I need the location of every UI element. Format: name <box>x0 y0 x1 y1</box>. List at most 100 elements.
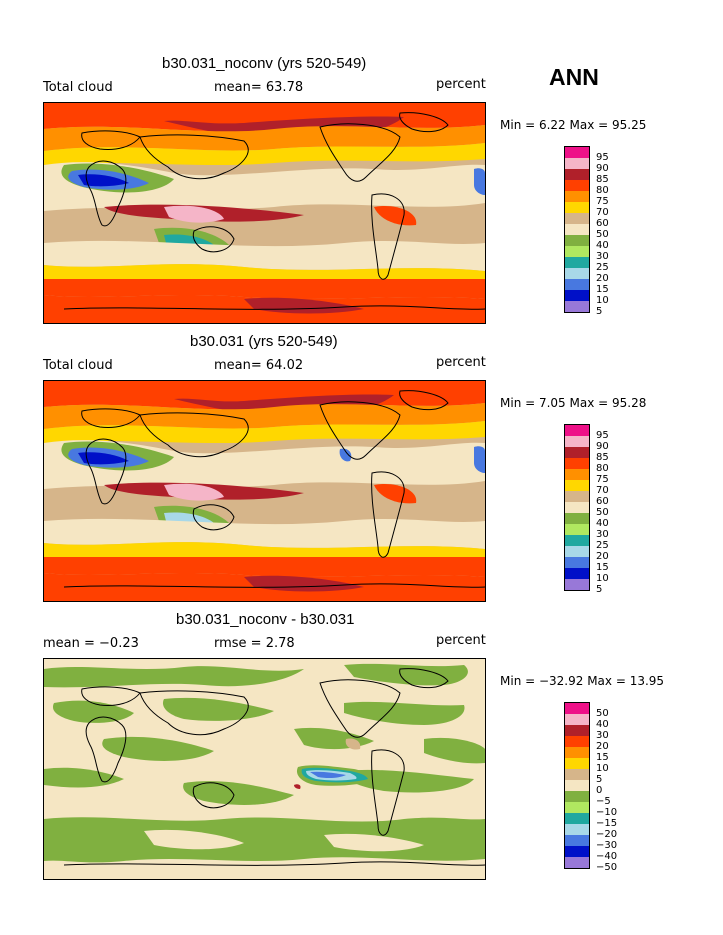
legend-swatch <box>565 158 589 169</box>
legend-tick-label: 95 <box>596 152 609 163</box>
legend-tick-label: 0 <box>596 785 603 796</box>
legend-tick-label: 30 <box>596 251 609 262</box>
legend-swatch <box>565 425 589 436</box>
panel-3-legend-ticks: 50 40 30 20 15 10 5 0 −5 −10 −15 −20 −30 −40 −50 <box>596 708 617 873</box>
legend-swatch <box>565 180 589 191</box>
panel-1-left-label: Total cloud <box>43 80 113 95</box>
panel-1-title: b30.031_noconv (yrs 520-549) <box>162 55 367 72</box>
panel-2-minmax: Min = 7.05 Max = 95.28 <box>500 396 647 410</box>
legend-swatch <box>565 791 589 802</box>
panel-1-minmax: Min = 6.22 Max = 95.25 <box>500 118 647 132</box>
panel-2-legend-ticks: 95 90 85 80 75 70 60 50 40 30 25 20 15 10 5 <box>596 430 609 595</box>
legend-tick-label: −10 <box>596 807 618 818</box>
legend-tick-label: 90 <box>596 163 609 174</box>
legend-tick-label: 85 <box>596 452 609 463</box>
legend-swatch <box>565 557 589 568</box>
legend-tick-label: −15 <box>596 818 618 829</box>
legend-swatch <box>565 747 589 758</box>
legend-swatch <box>565 758 589 769</box>
legend-tick-label: 85 <box>596 174 609 185</box>
legend-tick-label: −50 <box>596 862 618 873</box>
legend-swatch <box>565 802 589 813</box>
legend-tick-label: 15 <box>596 284 609 295</box>
legend-tick-label: −30 <box>596 840 618 851</box>
panel-1-legend <box>564 146 590 313</box>
legend-tick-label: 15 <box>596 752 609 763</box>
legend-tick-label: 5 <box>596 774 603 785</box>
legend-tick-label: 10 <box>596 573 609 584</box>
panel-3-rmse: rmse = 2.78 <box>214 636 295 651</box>
legend-tick-label: 40 <box>596 518 609 529</box>
legend-tick-label: 40 <box>596 240 609 251</box>
panel-1-legend-ticks: 95 90 85 80 75 70 60 50 40 30 25 20 15 10 5 <box>596 152 609 317</box>
legend-swatch <box>565 235 589 246</box>
legend-swatch <box>565 824 589 835</box>
legend-tick-label: 30 <box>596 730 609 741</box>
legend-swatch <box>565 725 589 736</box>
legend-swatch <box>565 568 589 579</box>
legend-swatch <box>565 513 589 524</box>
panel-3-map <box>43 658 486 880</box>
legend-swatch <box>565 579 589 590</box>
legend-swatch <box>565 502 589 513</box>
panel-2-left-label: Total cloud <box>43 358 113 373</box>
legend-swatch <box>565 436 589 447</box>
legend-swatch <box>565 835 589 846</box>
legend-swatch <box>565 703 589 714</box>
panel-2-title: b30.031 (yrs 520-549) <box>190 333 338 350</box>
panel-2-mean: mean= 64.02 <box>214 358 304 373</box>
legend-swatch <box>565 147 589 158</box>
legend-swatch <box>565 846 589 857</box>
legend-swatch <box>565 480 589 491</box>
legend-tick-label: 50 <box>596 229 609 240</box>
panel-2-legend <box>564 424 590 591</box>
panel-1-units: percent <box>436 77 486 92</box>
panel-2-map <box>43 380 486 602</box>
panel-3-left-label: mean = −0.23 <box>43 636 139 651</box>
legend-swatch <box>565 202 589 213</box>
legend-tick-label: 70 <box>596 485 609 496</box>
legend-swatch <box>565 268 589 279</box>
panel-3-minmax: Min = −32.92 Max = 13.95 <box>500 674 665 688</box>
legend-swatch <box>565 290 589 301</box>
legend-tick-label: 20 <box>596 273 609 284</box>
legend-swatch <box>565 736 589 747</box>
legend-swatch <box>565 279 589 290</box>
legend-tick-label: 80 <box>596 185 609 196</box>
legend-tick-label: 70 <box>596 207 609 218</box>
legend-tick-label: −20 <box>596 829 618 840</box>
panel-3-legend <box>564 702 590 869</box>
legend-tick-label: 5 <box>596 584 603 595</box>
legend-swatch <box>565 191 589 202</box>
legend-swatch <box>565 524 589 535</box>
legend-tick-label: 50 <box>596 507 609 518</box>
legend-tick-label: 50 <box>596 708 609 719</box>
legend-swatch <box>565 447 589 458</box>
legend-swatch <box>565 301 589 312</box>
legend-swatch <box>565 224 589 235</box>
legend-swatch <box>565 714 589 725</box>
legend-tick-label: 40 <box>596 719 609 730</box>
season-label: ANN <box>549 64 599 90</box>
legend-tick-label: 75 <box>596 196 609 207</box>
legend-tick-label: 30 <box>596 529 609 540</box>
legend-tick-label: 25 <box>596 540 609 551</box>
panel-3-title: b30.031_noconv - b30.031 <box>176 611 355 628</box>
legend-tick-label: 5 <box>596 306 603 317</box>
legend-tick-label: 15 <box>596 562 609 573</box>
legend-tick-label: 20 <box>596 741 609 752</box>
legend-swatch <box>565 469 589 480</box>
legend-tick-label: 75 <box>596 474 609 485</box>
legend-swatch <box>565 246 589 257</box>
legend-tick-label: 25 <box>596 262 609 273</box>
legend-tick-label: −5 <box>596 796 611 807</box>
legend-swatch <box>565 857 589 868</box>
legend-tick-label: 10 <box>596 295 609 306</box>
legend-tick-label: 20 <box>596 551 609 562</box>
legend-swatch <box>565 257 589 268</box>
panel-2-units: percent <box>436 355 486 370</box>
legend-swatch <box>565 535 589 546</box>
panel-1-map <box>43 102 486 324</box>
legend-tick-label: 80 <box>596 463 609 474</box>
panel-3-units: percent <box>436 633 486 648</box>
